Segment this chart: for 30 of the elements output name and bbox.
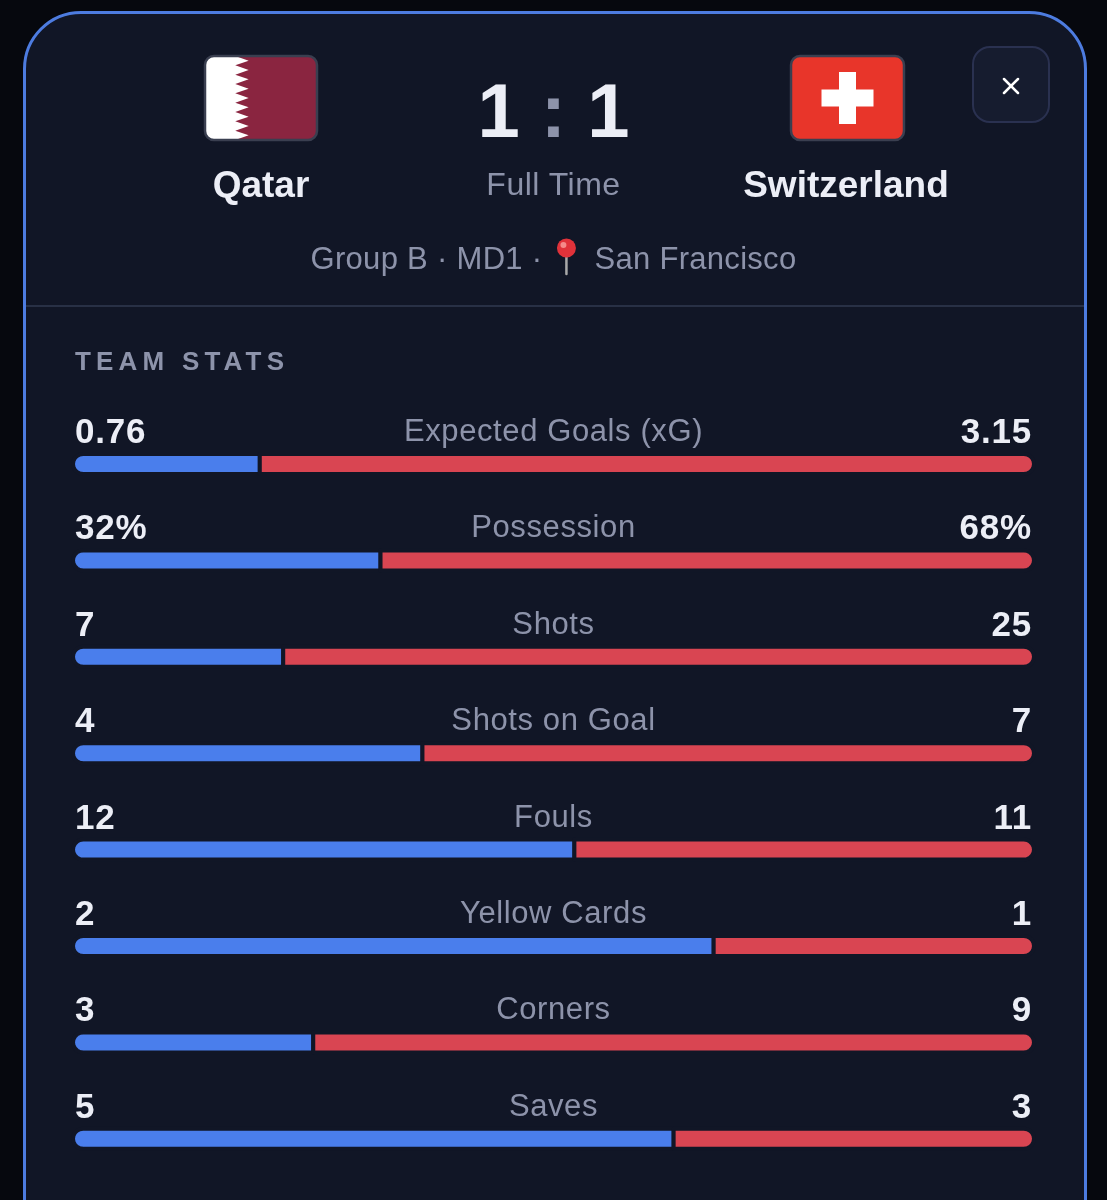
y-tick-label: Fouls: [514, 798, 593, 834]
data-label: 7: [75, 603, 96, 643]
data-label: 3: [1011, 1085, 1032, 1125]
data-label: 1: [1011, 893, 1032, 932]
data-label: 68%: [959, 507, 1032, 547]
y-tick-label: Expected Goals (xG): [403, 413, 704, 448]
y-tick-label: Corners: [496, 991, 611, 1027]
y-tick-label: Shots on Goal: [451, 702, 656, 738]
data-label: 12: [75, 796, 116, 836]
data-label: 9: [1011, 989, 1032, 1029]
y-tick-label: Saves: [508, 1087, 599, 1123]
y-tick-label: Yellow Cards: [460, 895, 647, 930]
data-label: 2: [75, 893, 96, 932]
chart-title: TEAM STATS: [75, 346, 290, 376]
text: Full Time: [486, 166, 621, 202]
text: Group B · MD1 · San Francisco: [310, 241, 797, 276]
data-label: 7: [1011, 700, 1032, 740]
data-label: 5: [75, 1085, 96, 1125]
data-label: 3.15: [960, 411, 1032, 450]
y-tick-label: Shots: [512, 605, 595, 641]
text: Switzerland: [743, 164, 949, 205]
data-label: 0.76: [75, 411, 147, 450]
data-label: 11: [993, 796, 1032, 836]
text: Qatar: [212, 164, 310, 205]
data-label: 32%: [75, 507, 148, 547]
y-tick-label: Possession: [471, 509, 636, 545]
text: 1 : 1: [477, 68, 630, 153]
data-label: 4: [75, 700, 96, 740]
data-label: 25: [991, 603, 1032, 643]
data-label: 3: [75, 989, 96, 1029]
